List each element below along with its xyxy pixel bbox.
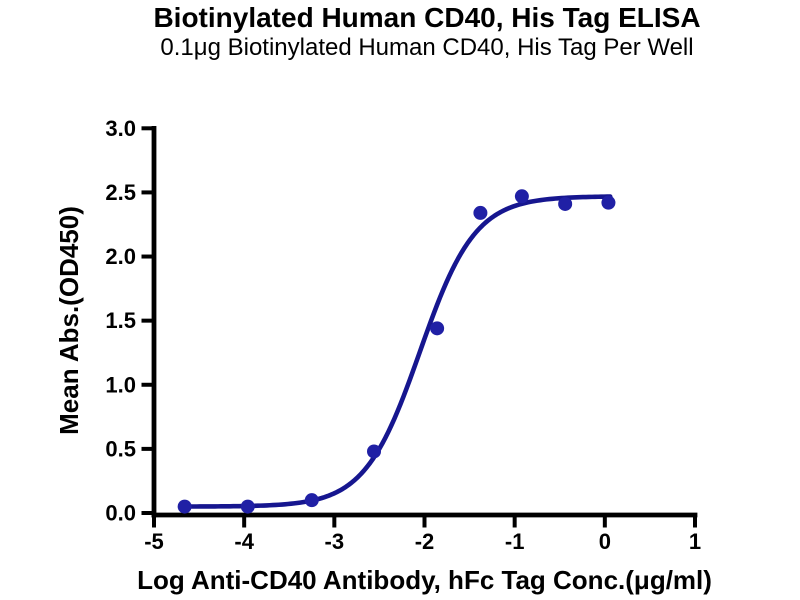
x-tick-label: -1 [505,529,525,554]
y-tick-label: 1.0 [105,372,136,397]
x-tick-label: -4 [234,529,254,554]
y-axis-ticks [141,126,152,515]
y-tick-label: 2.5 [105,180,136,205]
y-tick-label: 0.5 [105,436,136,461]
data-point [240,499,255,514]
x-tick-label: 0 [599,529,611,554]
chart-title: Biotinylated Human CD40, His Tag ELISA [153,2,701,33]
data-point [473,205,488,220]
y-tick-label: 1.5 [105,308,136,333]
axes [151,126,698,518]
data-points [177,189,616,514]
chart-subtitle: 0.1μg Biotinylated Human CD40, His Tag P… [160,34,694,61]
data-point [177,499,192,514]
y-axis-title: Mean Abs.(OD450) [54,206,84,435]
data-point [558,196,573,211]
x-tick-label: -5 [144,529,164,554]
data-point [367,444,382,459]
x-tick-label: -2 [415,529,435,554]
x-tick-label: 1 [689,529,701,554]
x-axis-ticks [152,515,697,528]
y-axis-tick-labels: 0.0 0.5 1.0 1.5 2.0 2.5 3.0 [105,116,136,526]
data-point [514,189,529,204]
fit-curve [182,194,613,509]
y-tick-label: 3.0 [105,116,136,141]
y-tick-label: 0.0 [105,501,136,526]
data-point [304,493,319,508]
y-tick-label: 2.0 [105,244,136,269]
data-point [601,195,616,210]
x-tick-label: -3 [325,529,345,554]
data-point [430,321,445,336]
x-axis-title: Log Anti-CD40 Antibody, hFc Tag Conc.(μg… [137,565,712,595]
x-axis-tick-labels: -5 -4 -3 -2 -1 0 1 [144,529,701,554]
